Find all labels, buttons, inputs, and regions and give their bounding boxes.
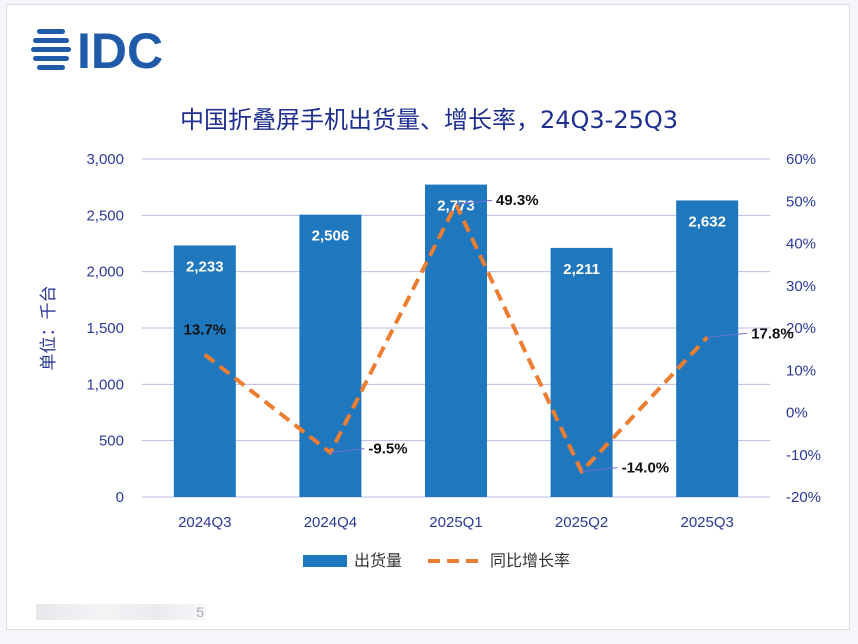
y-left-tick-label: 500 <box>99 433 124 450</box>
bar-value-label: 2,632 <box>688 213 726 230</box>
bar <box>425 184 487 498</box>
y-left-tick-label: 2,000 <box>86 264 124 281</box>
idc-logo: IDC <box>31 23 163 77</box>
bar <box>299 214 362 497</box>
y-left-tick-label: 3,000 <box>86 151 124 168</box>
line-value-label: -9.5% <box>368 441 407 458</box>
bar-value-label: 2,773 <box>437 198 475 215</box>
y-right-tick-label: -10% <box>786 447 821 464</box>
y-right-tick-label: 50% <box>786 193 816 210</box>
y-right-tick-label: 0% <box>786 405 808 422</box>
line-value-label: -14.0% <box>622 460 670 477</box>
y-left-tick-label: 1,000 <box>86 376 124 393</box>
line-value-label: 13.7% <box>184 322 227 339</box>
x-tick-label: 2025Q3 <box>681 514 734 531</box>
x-tick-label: 2025Q1 <box>429 514 482 531</box>
y-right-tick-label: 60% <box>786 151 816 168</box>
y-right-tick-label: 20% <box>786 320 816 337</box>
line-value-label: 49.3% <box>496 192 539 209</box>
legend-label-bar: 出货量 <box>354 551 402 570</box>
line-value-label: 17.8% <box>751 325 794 342</box>
legend-swatch-bar <box>303 555 347 567</box>
y-right-tick-label: 40% <box>786 236 816 253</box>
x-tick-label: 2024Q4 <box>304 514 357 531</box>
label-leader-line <box>330 448 365 454</box>
x-tick-label: 2024Q3 <box>178 514 231 531</box>
bar-value-label: 2,233 <box>186 258 224 275</box>
svg-text:IDC: IDC <box>77 23 163 77</box>
bar-value-label: 2,506 <box>312 228 350 245</box>
x-tick-label: 2025Q2 <box>555 514 608 531</box>
y-left-tick-label: 0 <box>116 489 124 506</box>
y-right-tick-label: -20% <box>786 489 821 506</box>
y-left-tick-label: 1,500 <box>86 320 124 337</box>
y-right-tick-label: 10% <box>786 362 816 379</box>
chart-title: 中国折叠屏手机出货量、增长率，24Q3-25Q3 <box>179 106 679 134</box>
bar-value-label: 2,211 <box>563 261 600 278</box>
label-leader-line <box>581 467 618 473</box>
legend-label-line: 同比增长率 <box>490 551 570 570</box>
watermark: 5 <box>36 604 206 620</box>
label-leader-line <box>455 199 493 205</box>
y-right-tick-label: 30% <box>786 278 816 295</box>
bar <box>676 200 739 497</box>
label-leader-line <box>707 332 748 338</box>
y-left-tick-label: 2,500 <box>86 207 124 224</box>
watermark-text: 5 <box>196 604 204 620</box>
y-axis-title: 单位：千台 <box>39 286 59 371</box>
bar <box>550 247 613 497</box>
